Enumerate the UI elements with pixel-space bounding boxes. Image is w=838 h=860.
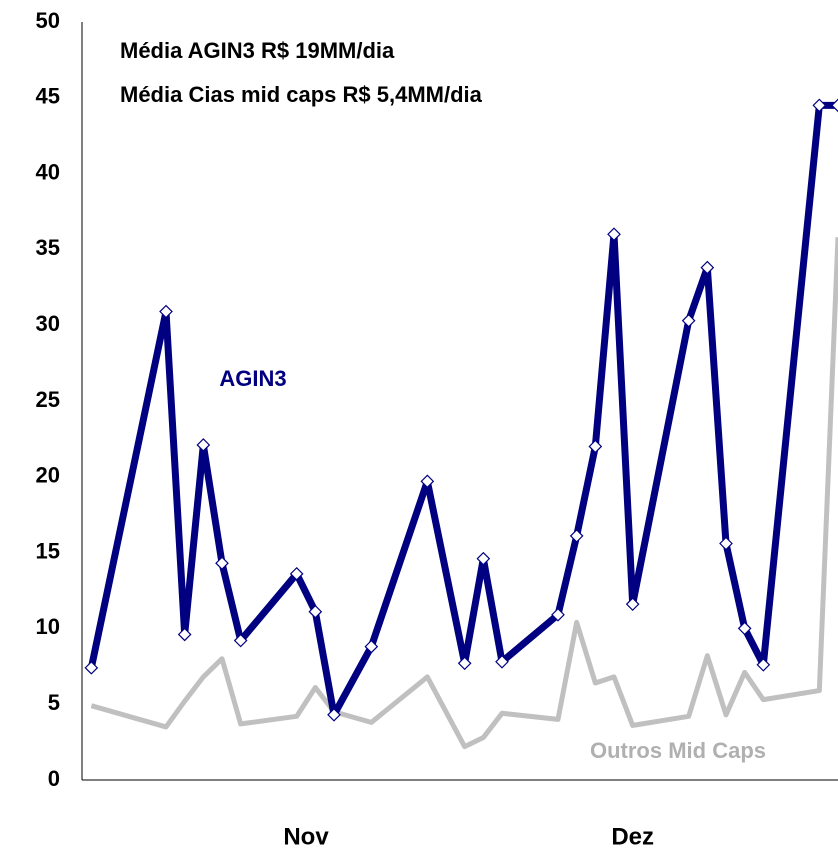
series-line: [87, 101, 838, 719]
marker: [569, 529, 584, 543]
marker: [495, 654, 509, 669]
y-tick-label: 50: [36, 8, 60, 33]
marker: [607, 227, 621, 242]
marker: [84, 660, 99, 675]
y-tick-label: 20: [36, 463, 60, 488]
annotation: Média AGIN3 R$ 19MM/dia: [120, 38, 395, 63]
marker: [159, 304, 173, 319]
y-tick-label: 5: [48, 690, 60, 715]
legend-label: Outros Mid Caps: [590, 738, 766, 763]
marker: [588, 439, 603, 454]
marker: [215, 556, 229, 571]
series-line: [90, 237, 838, 750]
marker: [756, 657, 771, 672]
marker: [364, 639, 379, 654]
marker: [551, 607, 565, 622]
marker: [457, 656, 472, 671]
marker: [289, 566, 304, 581]
legend-label: AGIN3: [219, 366, 286, 391]
marker: [308, 604, 323, 619]
annotation: Média Cias mid caps R$ 5,4MM/dia: [120, 82, 483, 107]
marker: [681, 313, 696, 328]
y-tick-label: 30: [36, 311, 60, 336]
marker: [196, 438, 211, 452]
y-tick-label: 45: [36, 84, 60, 109]
y-tick-label: 25: [36, 387, 60, 412]
y-tick-label: 35: [36, 235, 60, 260]
marker: [831, 98, 838, 113]
marker: [177, 627, 192, 642]
marker: [233, 633, 248, 648]
y-tick-label: 10: [36, 614, 60, 639]
x-tick-label: Dez: [611, 823, 654, 850]
x-tick-label: Nov: [283, 823, 329, 850]
y-tick-label: 15: [36, 538, 60, 563]
marker: [625, 597, 640, 611]
marker: [476, 551, 491, 566]
marker: [737, 621, 752, 636]
marker: [700, 260, 715, 275]
marker: [420, 474, 435, 489]
marker: [719, 536, 733, 551]
marker: [812, 98, 827, 113]
y-tick-label: 0: [48, 766, 60, 791]
y-tick-label: 40: [36, 159, 60, 184]
marker: [327, 707, 341, 722]
